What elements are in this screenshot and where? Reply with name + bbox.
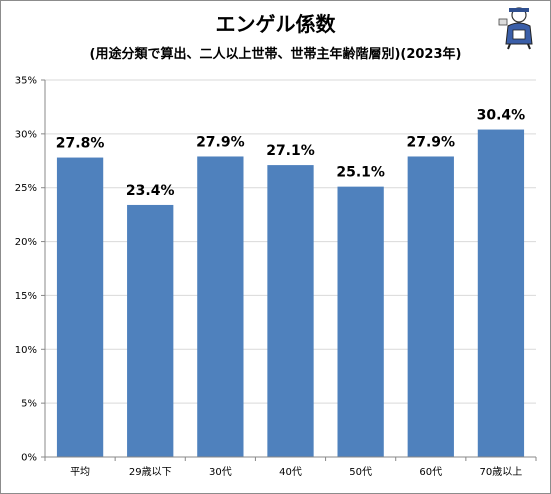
x-axis-tick-labels: 平均 29歳以下 30代 40代 50代 60代 70歳以上: [70, 466, 522, 478]
bar: [56, 157, 104, 457]
y-tick-label: 25%: [15, 183, 37, 194]
data-label: 23.4%: [126, 183, 175, 199]
data-label: 25.1%: [336, 165, 385, 181]
y-tick-label: 15%: [15, 291, 37, 302]
x-tick-label: 29歳以下: [129, 466, 172, 478]
bar: [267, 165, 314, 457]
x-tick-label: 平均: [70, 466, 90, 478]
data-label: 27.9%: [196, 134, 245, 150]
bar: [337, 186, 384, 457]
data-label: 30.4%: [477, 108, 526, 124]
x-tick-label: 60代: [419, 466, 442, 478]
chart-subtitle: (用途分類で算出、二人以上世帯、世帯主年齢階層別)(2023年): [89, 47, 462, 62]
x-tick-label: 50代: [349, 466, 372, 478]
x-tick-label: 40代: [279, 466, 302, 478]
data-label: 27.9%: [406, 134, 455, 150]
y-tick-label: 5%: [21, 399, 37, 410]
data-labels: 27.8% 23.4% 27.9% 27.1% 25.1% 27.9% 30.4%: [56, 108, 525, 199]
y-axis-tick-labels: 0% 5% 10% 15% 20% 25% 30% 35%: [15, 76, 37, 464]
x-tick-label: 30代: [209, 466, 232, 478]
mascot-icon: [498, 7, 533, 50]
data-label: 27.8%: [56, 136, 105, 152]
bar: [407, 156, 454, 457]
bar: [127, 204, 174, 457]
bar: [477, 129, 525, 457]
axes: [41, 79, 537, 461]
y-tick-label: 35%: [15, 76, 37, 87]
bars: [56, 129, 525, 457]
y-tick-label: 0%: [21, 453, 37, 464]
data-label: 27.1%: [266, 143, 315, 159]
y-tick-label: 10%: [15, 345, 37, 356]
bar: [197, 156, 244, 457]
y-tick-label: 30%: [15, 129, 37, 140]
chart-title: エンゲル係数: [215, 12, 336, 36]
x-tick-label: 70歳以上: [480, 466, 523, 478]
y-tick-label: 20%: [15, 237, 37, 248]
